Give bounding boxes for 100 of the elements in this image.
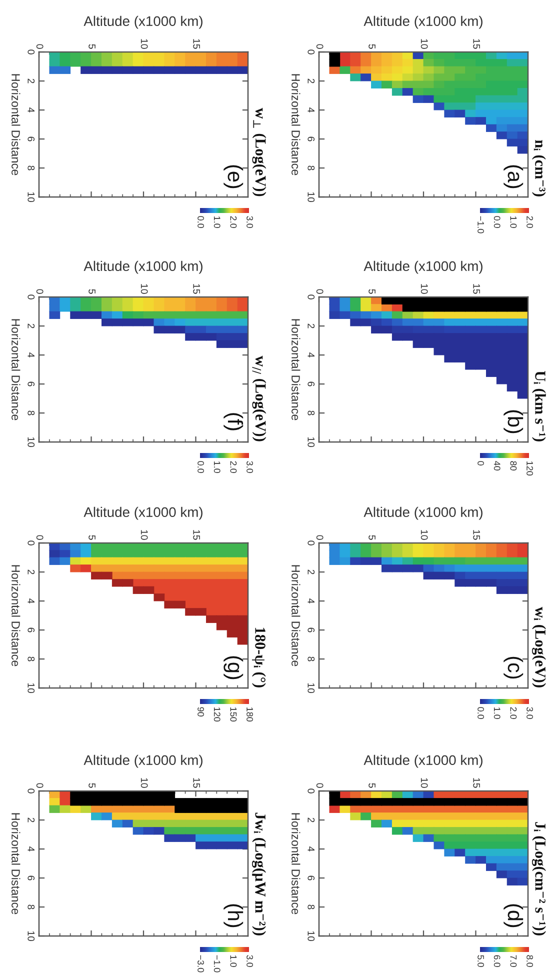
x-tick-label: 0: [316, 535, 324, 540]
y-tick-label: 6: [28, 876, 35, 880]
y-axis-title: Horizontal Distance: [292, 565, 300, 666]
y-tick-label: 10: [308, 683, 315, 694]
x-tick-label: 15: [193, 284, 200, 294]
color-bar-label: 120: [526, 461, 533, 476]
text: Jwᵢ (Log(μW m⁻²)): [252, 812, 266, 936]
y-tick-label: 2: [308, 78, 315, 84]
text: w$_{//}$ (Log(eV)): [252, 356, 266, 442]
color-bar-label: 40: [494, 460, 500, 470]
x-axis-title: Altitude (x1000 km): [84, 754, 202, 768]
y-tick-label: 4: [308, 108, 314, 112]
color-bar-label: 1.0: [510, 216, 517, 228]
point: [80, 66, 92, 74]
y-axis-title: Horizontal Distance: [12, 74, 20, 176]
y-tick-label: 2: [28, 324, 35, 328]
y-tick-label: 6: [308, 628, 315, 632]
color-bar-label: 1.0: [214, 216, 220, 228]
color-bar-label: 0.0: [494, 216, 500, 228]
y-tick-label: 10: [28, 192, 35, 202]
color-bar-label: 0.0: [478, 707, 484, 719]
y-tick-label: 6: [28, 628, 35, 632]
y-tick-label: 8: [28, 656, 35, 662]
color-bar-label: −3.0: [198, 955, 204, 972]
y-axis-title: Horizontal Distance: [292, 74, 300, 176]
y-tick-label: 0: [308, 50, 315, 54]
x-tick-label: 0: [316, 44, 324, 49]
y-tick-label: 2: [308, 818, 315, 822]
y-tick-label: 8: [28, 410, 35, 416]
y-tick-label: 6: [28, 382, 35, 386]
color-bar-label: 5.0: [478, 955, 484, 967]
text: Uᵢ (km s⁻¹): [532, 371, 546, 442]
color-bar-label: 120: [214, 707, 220, 722]
y-tick-label: 10: [308, 437, 315, 448]
y-tick-label: 4: [308, 352, 314, 358]
y-axis-title: Horizontal Distance: [12, 319, 20, 420]
color-bar-label: 2.0: [230, 216, 237, 228]
y-axis-title: Horizontal Distance: [292, 319, 300, 420]
annotation: (g): [224, 656, 244, 680]
x-tick-label: 0: [316, 783, 324, 788]
color-bar-label: −1.0: [478, 216, 484, 234]
x-tick-label: 0: [36, 289, 44, 294]
y-tick-label: 8: [308, 904, 315, 910]
color-bar-label: 180: [246, 707, 253, 722]
y-tick-label: 2: [28, 818, 35, 822]
color-bar-label: 3.0: [246, 461, 253, 473]
color-bar-label: 2.0: [526, 216, 533, 228]
x-tick-label: 10: [420, 530, 428, 540]
y-tick-label: 6: [308, 876, 315, 880]
annotation: (h): [224, 904, 244, 928]
annotation: (a): [504, 165, 524, 188]
color-bar-label: 3.0: [526, 707, 533, 719]
annotation: (c): [504, 656, 524, 679]
point: [91, 66, 102, 74]
y-tick-label: 2: [28, 570, 35, 574]
y-tick-label: 10: [308, 931, 315, 942]
x-tick-label: 5: [88, 44, 96, 49]
color-bar-label: 2.0: [510, 707, 517, 719]
y-tick-label: 4: [28, 352, 34, 358]
color-bar-label: 1.0: [230, 955, 237, 967]
y-tick-label: 4: [28, 108, 34, 112]
x-axis-title: Altitude (x1000 km): [364, 754, 482, 768]
point: [91, 59, 102, 67]
x-tick-label: 5: [88, 535, 96, 540]
y-tick-label: 0: [28, 294, 35, 300]
point: [185, 66, 196, 74]
color-bar-label: 1.0: [494, 707, 500, 719]
y-axis-title: Horizontal Distance: [292, 813, 300, 914]
y-tick-label: 0: [28, 540, 35, 546]
color-bar-label: 0.0: [198, 461, 204, 473]
annotation: (d): [504, 904, 524, 928]
y-tick-label: 4: [28, 846, 34, 852]
x-tick-label: 15: [473, 530, 480, 540]
point: [185, 59, 196, 67]
text: 180-ψᵢ (°): [252, 628, 266, 688]
point: [237, 66, 248, 74]
y-tick-label: 0: [28, 50, 35, 54]
x-tick-label: 15: [193, 530, 200, 540]
y-tick-label: 2: [308, 324, 315, 328]
x-tick-label: 10: [420, 284, 428, 294]
x-tick-label: 10: [140, 39, 148, 49]
y-tick-label: 8: [28, 904, 35, 910]
y-tick-label: 0: [308, 788, 315, 794]
x-tick-label: 10: [420, 39, 428, 49]
color-bar-label: 7.0: [510, 955, 517, 967]
x-tick-label: 5: [368, 289, 376, 294]
y-tick-label: 0: [28, 788, 35, 794]
x-tick-label: 10: [420, 778, 428, 788]
x-tick-label: 15: [193, 39, 200, 49]
x-tick-label: 5: [368, 783, 376, 788]
x-axis-title: Altitude (x1000 km): [364, 506, 482, 520]
color-bar-label: −1.0: [214, 955, 220, 972]
point: [237, 59, 248, 67]
color-bar-label: 6.0: [494, 955, 500, 967]
color-bar-label: 8.0: [526, 955, 533, 967]
y-tick-label: 4: [308, 598, 314, 604]
x-axis-title: Altitude (x1000 km): [84, 16, 202, 29]
x-tick-label: 15: [473, 284, 480, 294]
color-bar-label: 3.0: [246, 216, 253, 228]
point: [80, 59, 92, 67]
